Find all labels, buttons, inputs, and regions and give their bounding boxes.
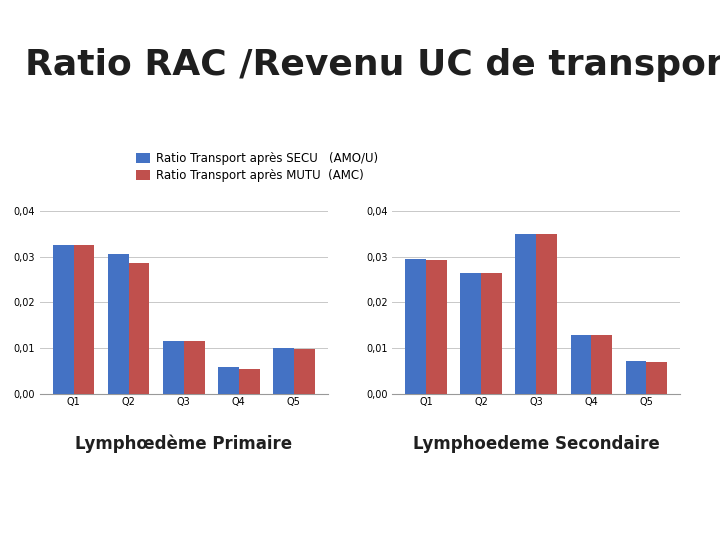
Bar (626, 361, 647, 394)
Bar (108, 254, 129, 394)
Bar (53, 245, 73, 394)
Bar (482, 273, 503, 394)
Text: Lymphoedeme Secondaire: Lymphoedeme Secondaire (413, 435, 660, 453)
Bar (163, 341, 184, 394)
Legend: Ratio Transport après SECU   (AMO/U), Ratio Transport après MUTU  (AMC): Ratio Transport après SECU (AMO/U), Rati… (135, 152, 378, 182)
Bar (536, 234, 557, 394)
Bar (184, 341, 204, 394)
Text: Lymphœdème Primaire: Lymphœdème Primaire (75, 435, 292, 453)
Bar (591, 334, 612, 394)
Bar (238, 369, 259, 394)
Bar (217, 367, 238, 394)
Bar (294, 349, 315, 394)
Bar (405, 259, 426, 394)
Bar (570, 334, 591, 394)
Bar (461, 273, 482, 394)
Bar (516, 233, 536, 394)
Bar (647, 362, 667, 394)
Bar (426, 260, 447, 394)
Bar (273, 348, 294, 394)
Text: 18: 18 (681, 9, 702, 24)
Bar (73, 245, 94, 394)
Text: Ratio RAC /Revenu UC de transports: Ratio RAC /Revenu UC de transports (25, 48, 720, 82)
Bar (129, 264, 150, 394)
